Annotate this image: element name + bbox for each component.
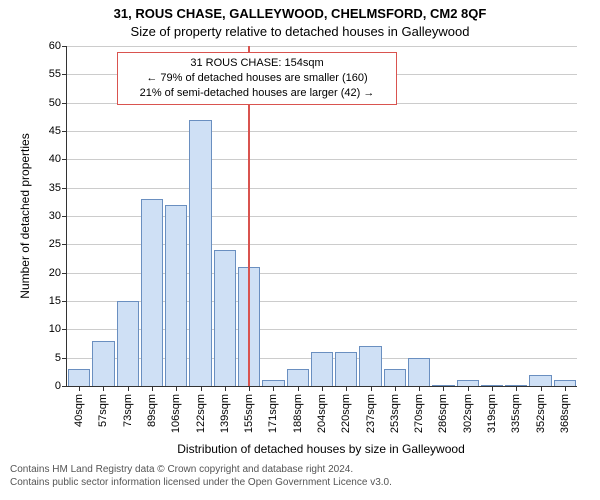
xtick-label: 368sqm [559, 394, 571, 433]
xtick-mark [201, 386, 202, 391]
ytick-label: 55 [49, 68, 61, 80]
ytick-mark [62, 386, 67, 387]
ytick-label: 40 [49, 153, 61, 165]
xtick-label: 352sqm [535, 394, 547, 433]
histogram-bar [529, 375, 551, 386]
histogram-bar [117, 301, 139, 386]
xtick-mark [541, 386, 542, 391]
histogram-bar [189, 120, 211, 386]
ytick-mark [62, 46, 67, 47]
info-box-line1: 31 ROUS CHASE: 154sqm [124, 56, 390, 71]
gridline [67, 46, 577, 47]
xtick-label: 171sqm [267, 394, 279, 433]
xtick-label: 139sqm [219, 394, 231, 433]
gridline [67, 159, 577, 160]
xtick-mark [225, 386, 226, 391]
xtick-mark [468, 386, 469, 391]
xtick-mark [176, 386, 177, 391]
xtick-mark [322, 386, 323, 391]
ytick-label: 35 [49, 182, 61, 194]
ytick-mark [62, 301, 67, 302]
ytick-label: 30 [49, 210, 61, 222]
xtick-mark [346, 386, 347, 391]
histogram-bar [214, 250, 236, 386]
xtick-mark [103, 386, 104, 391]
xtick-label: 204sqm [316, 394, 328, 433]
xtick-label: 89sqm [146, 394, 158, 427]
ytick-label: 25 [49, 238, 61, 250]
histogram-bar [92, 341, 114, 386]
ytick-mark [62, 159, 67, 160]
ytick-mark [62, 188, 67, 189]
info-box-line2: ← 79% of detached houses are smaller (16… [124, 71, 390, 86]
xtick-label: 106sqm [170, 394, 182, 433]
xtick-label: 319sqm [486, 394, 498, 433]
xtick-label: 302sqm [462, 394, 474, 433]
ytick-mark [62, 244, 67, 245]
xtick-mark [152, 386, 153, 391]
ytick-mark [62, 103, 67, 104]
xtick-label: 155sqm [243, 394, 255, 433]
ytick-mark [62, 273, 67, 274]
plot-area: 05101520253035404550556040sqm57sqm73sqm8… [66, 46, 577, 387]
xtick-mark [128, 386, 129, 391]
xtick-label: 286sqm [437, 394, 449, 433]
ytick-label: 10 [49, 323, 61, 335]
chart-title-address: 31, ROUS CHASE, GALLEYWOOD, CHELMSFORD, … [0, 6, 600, 21]
ytick-label: 45 [49, 125, 61, 137]
ytick-mark [62, 216, 67, 217]
xtick-mark [79, 386, 80, 391]
ytick-label: 60 [49, 40, 61, 52]
ytick-mark [62, 74, 67, 75]
ytick-label: 20 [49, 267, 61, 279]
xtick-label: 220sqm [340, 394, 352, 433]
footer-line2: Contains public sector information licen… [10, 477, 392, 490]
xtick-label: 270sqm [413, 394, 425, 433]
xtick-mark [565, 386, 566, 391]
gridline [67, 188, 577, 189]
xtick-label: 188sqm [292, 394, 304, 433]
xtick-mark [273, 386, 274, 391]
xtick-mark [395, 386, 396, 391]
ytick-mark [62, 131, 67, 132]
xtick-mark [516, 386, 517, 391]
xtick-label: 73sqm [122, 394, 134, 427]
histogram-bar [384, 369, 406, 386]
xtick-label: 237sqm [365, 394, 377, 433]
histogram-chart: 31, ROUS CHASE, GALLEYWOOD, CHELMSFORD, … [0, 0, 600, 500]
y-axis-title: Number of detached properties [18, 133, 32, 298]
histogram-bar [68, 369, 90, 386]
xtick-mark [371, 386, 372, 391]
chart-subtitle: Size of property relative to detached ho… [0, 24, 600, 39]
xtick-mark [492, 386, 493, 391]
xtick-label: 40sqm [73, 394, 85, 427]
xtick-mark [443, 386, 444, 391]
ytick-label: 5 [55, 352, 61, 364]
xtick-label: 122sqm [195, 394, 207, 433]
histogram-bar [359, 346, 381, 386]
histogram-bar [408, 358, 430, 386]
histogram-bar [141, 199, 163, 386]
footer-attribution: Contains HM Land Registry data © Crown c… [10, 464, 392, 489]
xtick-label: 253sqm [389, 394, 401, 433]
ytick-mark [62, 358, 67, 359]
xtick-mark [298, 386, 299, 391]
histogram-bar [335, 352, 357, 386]
xtick-mark [419, 386, 420, 391]
xtick-label: 57sqm [97, 394, 109, 427]
histogram-bar [311, 352, 333, 386]
xtick-mark [249, 386, 250, 391]
histogram-bar [165, 205, 187, 386]
ytick-mark [62, 329, 67, 330]
ytick-label: 0 [55, 380, 61, 392]
histogram-bar [287, 369, 309, 386]
x-axis-title: Distribution of detached houses by size … [66, 442, 576, 456]
ytick-label: 15 [49, 295, 61, 307]
ytick-label: 50 [49, 97, 61, 109]
footer-line1: Contains HM Land Registry data © Crown c… [10, 464, 392, 477]
info-box: 31 ROUS CHASE: 154sqm ← 79% of detached … [117, 52, 397, 105]
gridline [67, 131, 577, 132]
xtick-label: 335sqm [510, 394, 522, 433]
info-box-line3: 21% of semi-detached houses are larger (… [124, 86, 390, 101]
